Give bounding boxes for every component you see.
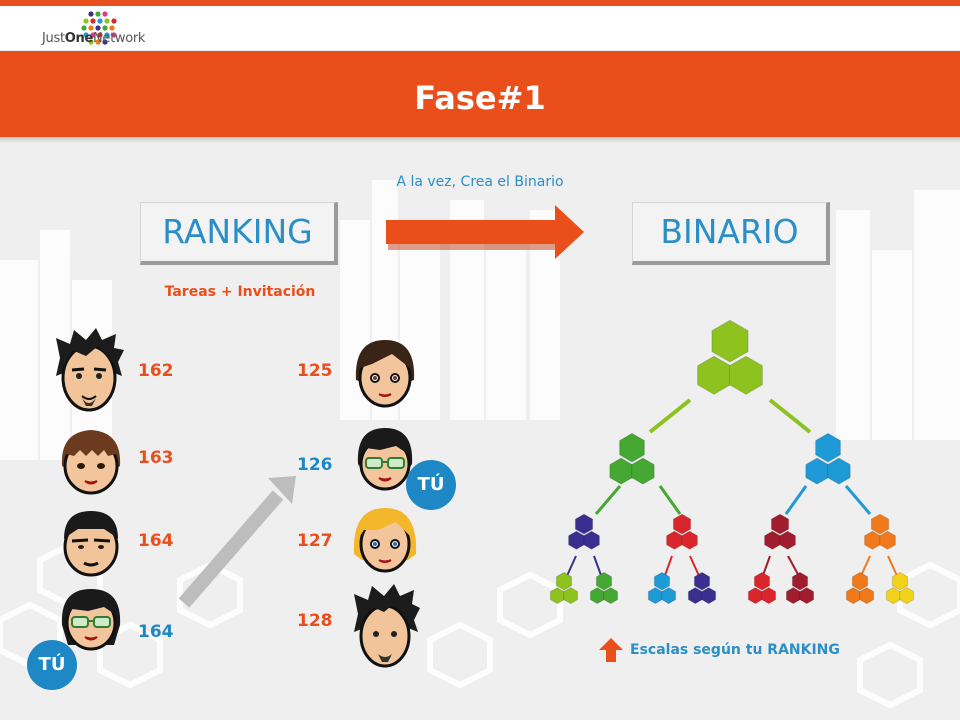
person-group-icon <box>697 319 763 395</box>
avatar-8 <box>354 584 420 668</box>
right-value-1: 125 <box>297 361 333 381</box>
left-value-2: 163 <box>138 448 174 468</box>
left-value-1: 162 <box>138 361 174 381</box>
page-title: Fase#1 <box>414 79 546 117</box>
right-value-3: 127 <box>297 531 333 551</box>
avatar-7 <box>353 508 417 573</box>
network-dots-logo-icon <box>81 11 117 45</box>
binary-caption: Escalas según tu RANKING <box>630 642 840 658</box>
person-group-icon <box>589 571 619 605</box>
brand-name: JustOneNetwork <box>42 31 146 46</box>
person-group-icon <box>864 513 896 550</box>
city-skyline-background <box>0 180 960 709</box>
banner-shadow <box>0 137 960 143</box>
avatar-1 <box>56 328 124 412</box>
top-bar: JustOneNetwork <box>0 0 960 50</box>
avatar-3 <box>63 511 119 577</box>
person-group-icon <box>845 571 875 605</box>
you-badge-right: TÚ <box>406 460 456 510</box>
avatar-you-left <box>61 589 121 651</box>
person-group-icon <box>885 571 915 605</box>
person-group-icon <box>647 571 677 605</box>
ranking-caption: Tareas + Invitación <box>164 284 316 300</box>
person-group-icon <box>609 432 655 485</box>
person-group-icon <box>549 571 579 605</box>
person-group-icon <box>687 571 717 605</box>
arrow-up-icon <box>599 638 623 662</box>
avatar-6 <box>357 428 413 491</box>
avatar-5 <box>355 340 415 408</box>
person-group-icon <box>764 513 796 550</box>
person-group-icon <box>666 513 698 550</box>
ranking-box: RANKING <box>140 202 338 265</box>
left-value-3: 164 <box>138 531 174 551</box>
avatar-2 <box>61 430 121 495</box>
person-group-icon <box>747 571 777 605</box>
person-group-icon <box>805 432 851 485</box>
right-value-2: 126 <box>297 455 333 475</box>
left-value-4: 164 <box>138 622 174 642</box>
person-group-icon <box>785 571 815 605</box>
binario-box: BINARIO <box>632 202 830 265</box>
right-value-4: 128 <box>297 611 333 631</box>
subtitle: A la vez, Crea el Binario <box>396 174 564 190</box>
title-banner: Fase#1 <box>0 51 960 137</box>
person-group-icon <box>568 513 600 550</box>
you-badge-left: TÚ <box>27 640 77 690</box>
top-stripe <box>0 0 960 6</box>
